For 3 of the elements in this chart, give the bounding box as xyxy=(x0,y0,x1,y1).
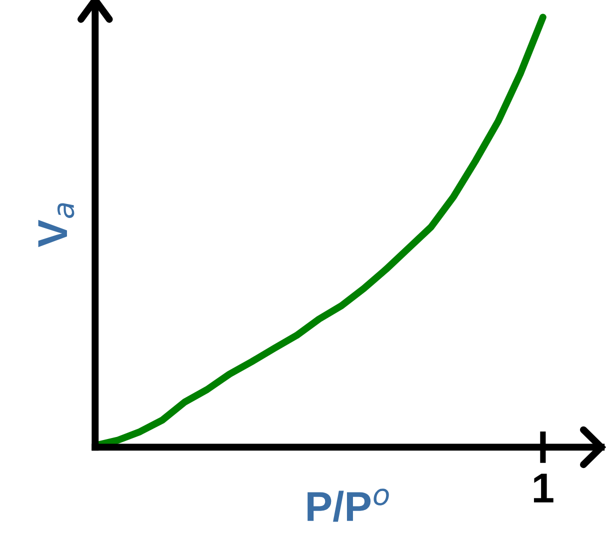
text: 1 xyxy=(534,474,554,502)
x-axis-title: P/P$^{o}$ xyxy=(308,488,389,522)
y-axis-title: V$_{a}$ xyxy=(38,203,74,248)
